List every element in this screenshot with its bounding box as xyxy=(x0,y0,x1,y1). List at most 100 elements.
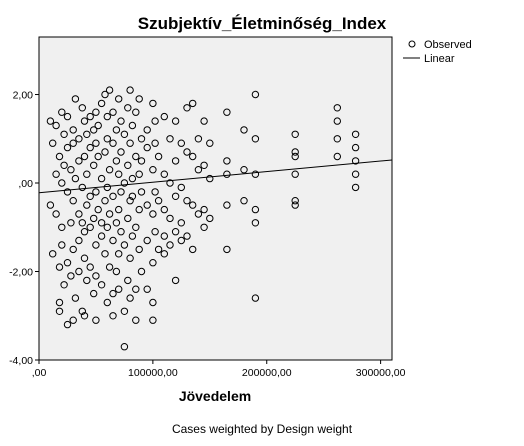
data-point xyxy=(49,250,57,258)
data-point xyxy=(83,170,91,178)
data-point xyxy=(137,267,146,276)
data-point xyxy=(135,170,143,178)
data-point xyxy=(143,143,151,152)
data-point xyxy=(126,197,134,205)
data-point xyxy=(86,112,94,121)
data-point xyxy=(105,210,114,218)
data-point xyxy=(151,117,159,125)
data-point xyxy=(71,174,80,183)
data-point xyxy=(154,152,163,161)
data-point xyxy=(160,112,169,121)
data-point xyxy=(90,126,98,134)
data-point xyxy=(143,126,151,134)
data-point xyxy=(143,236,151,245)
y-tick-label: ,00 xyxy=(18,178,33,190)
data-point xyxy=(117,188,125,196)
x-tick-label: ,00 xyxy=(32,367,47,379)
data-point xyxy=(135,95,143,103)
data-point xyxy=(83,130,91,139)
data-point xyxy=(240,166,248,174)
data-point xyxy=(251,170,260,178)
data-point xyxy=(120,179,129,187)
data-point xyxy=(115,170,123,178)
data-point xyxy=(52,170,60,178)
x-axis-label: Jövedelem xyxy=(179,388,251,404)
data-point xyxy=(109,108,117,116)
data-point xyxy=(189,201,197,209)
data-point xyxy=(52,210,60,218)
data-point xyxy=(189,99,197,108)
data-point xyxy=(101,148,109,156)
data-point xyxy=(120,241,129,249)
data-point xyxy=(124,161,132,170)
data-point xyxy=(171,228,180,236)
data-point xyxy=(80,312,89,320)
data-point xyxy=(291,197,299,205)
data-point xyxy=(97,174,106,183)
data-point xyxy=(71,95,80,103)
data-point xyxy=(183,104,191,112)
data-point xyxy=(183,232,191,240)
data-point xyxy=(75,157,83,165)
y-tick-label: 2,00 xyxy=(13,90,34,102)
data-point xyxy=(60,161,68,170)
data-point xyxy=(75,236,83,245)
data-point xyxy=(52,121,60,130)
data-point xyxy=(351,170,360,178)
data-point xyxy=(105,166,114,174)
plot-area xyxy=(38,36,393,361)
data-point xyxy=(115,95,123,103)
data-point xyxy=(166,135,174,143)
data-point xyxy=(143,201,151,209)
data-point xyxy=(103,298,112,307)
data-point xyxy=(69,316,77,324)
data-point xyxy=(63,320,72,329)
data-point xyxy=(86,143,94,152)
data-point xyxy=(55,263,64,271)
data-point xyxy=(69,139,77,147)
data-point xyxy=(223,108,231,116)
data-point xyxy=(132,152,140,161)
data-point xyxy=(126,254,134,262)
data-point xyxy=(78,307,87,315)
data-point xyxy=(115,285,123,293)
data-point xyxy=(333,135,341,143)
data-point xyxy=(109,236,117,245)
data-point xyxy=(223,201,231,209)
data-point xyxy=(97,99,106,108)
data-point xyxy=(97,281,106,289)
data-point xyxy=(149,210,157,218)
data-point xyxy=(251,205,260,214)
data-point xyxy=(200,161,208,170)
data-point xyxy=(194,210,203,218)
data-point xyxy=(58,223,66,232)
data-point xyxy=(291,201,299,209)
data-point xyxy=(177,183,186,192)
data-point xyxy=(55,298,64,307)
data-point xyxy=(183,197,191,205)
data-point xyxy=(291,152,299,161)
y-tick-label: -2,00 xyxy=(9,267,33,279)
data-point xyxy=(200,223,208,232)
data-point xyxy=(143,285,151,293)
data-point xyxy=(115,250,123,258)
data-point xyxy=(171,157,180,165)
data-point xyxy=(223,170,231,178)
data-point xyxy=(105,86,114,94)
data-point xyxy=(333,152,341,161)
data-point xyxy=(86,223,94,232)
data-point xyxy=(69,126,77,134)
data-point xyxy=(171,117,180,125)
data-point xyxy=(109,192,117,201)
data-point xyxy=(63,112,72,121)
data-point xyxy=(189,245,197,254)
data-point xyxy=(240,126,248,134)
data-point xyxy=(171,276,180,285)
data-point xyxy=(160,170,169,178)
data-point xyxy=(58,179,66,187)
data-point xyxy=(90,161,98,170)
data-point xyxy=(149,316,157,324)
data-point xyxy=(177,236,186,245)
data-point xyxy=(291,170,299,178)
data-point xyxy=(75,135,83,143)
